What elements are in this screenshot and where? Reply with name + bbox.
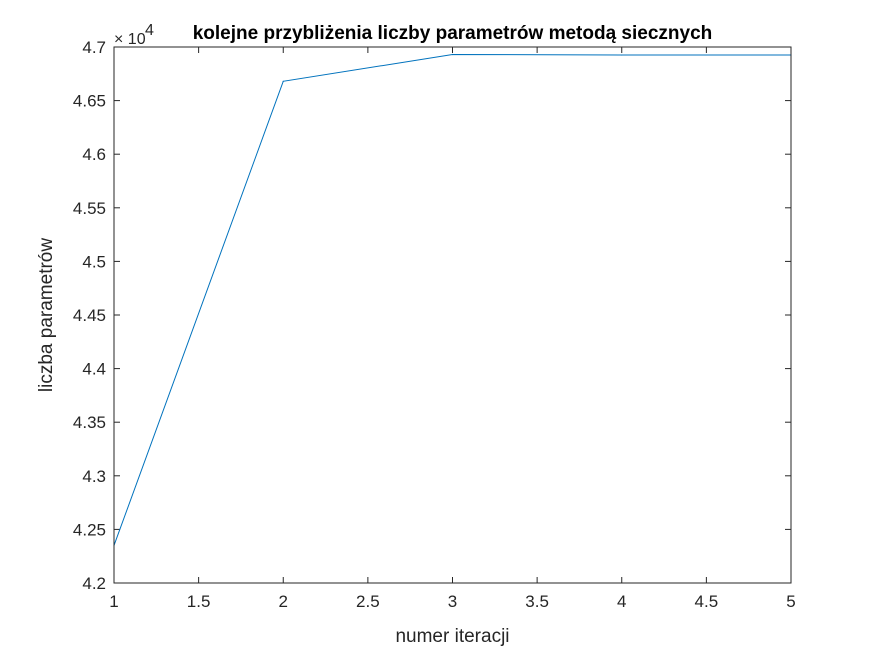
- x-tick-label: 3.5: [525, 592, 549, 611]
- x-tick-label: 2.5: [356, 592, 380, 611]
- data-point: [282, 80, 284, 82]
- x-axis-title: numer iteracji: [395, 626, 509, 647]
- y-tick-label: 4.55: [73, 199, 106, 218]
- y-axis-title: liczba parametrów: [36, 238, 57, 392]
- y-tick-label: 4.25: [73, 520, 106, 539]
- x-tick-label: 4.5: [695, 592, 719, 611]
- x-tick-label: 1: [109, 592, 118, 611]
- y-tick-label: 4.5: [82, 252, 106, 271]
- y-tick-label: 4.65: [73, 92, 106, 111]
- ticks-layer: 1 1.5 2 2.5 3 3.5 4 4.5 54.24.254.34.354.44.454.…: [73, 38, 796, 611]
- y-tick-label: 4.4: [82, 360, 106, 379]
- y-tick-label: 4.2: [82, 574, 106, 593]
- plot-area: [114, 47, 791, 583]
- x-tick-label: 2: [279, 592, 288, 611]
- y-tick-label: 4.3: [82, 467, 106, 486]
- y-tick-label: 4.7: [82, 38, 106, 57]
- x-tick-label: 5: [786, 592, 795, 611]
- y-tick-label: 4.45: [73, 306, 106, 325]
- chart-title: kolejne przybliżenia liczby parametrów m…: [193, 23, 713, 44]
- y-tick-label: 4.6: [82, 145, 106, 164]
- data-point: [451, 53, 454, 56]
- x-tick-label: 3: [448, 592, 457, 611]
- data-point: [621, 54, 623, 56]
- y-tick-label: 4.35: [73, 413, 106, 432]
- y-axis-exponent-power: 4: [145, 22, 154, 39]
- plot-frame: [113, 46, 792, 584]
- x-tick-label: 4: [617, 592, 626, 611]
- x-tick-label: 1.5: [187, 592, 211, 611]
- y-axis-exponent-base: × 10: [114, 31, 146, 48]
